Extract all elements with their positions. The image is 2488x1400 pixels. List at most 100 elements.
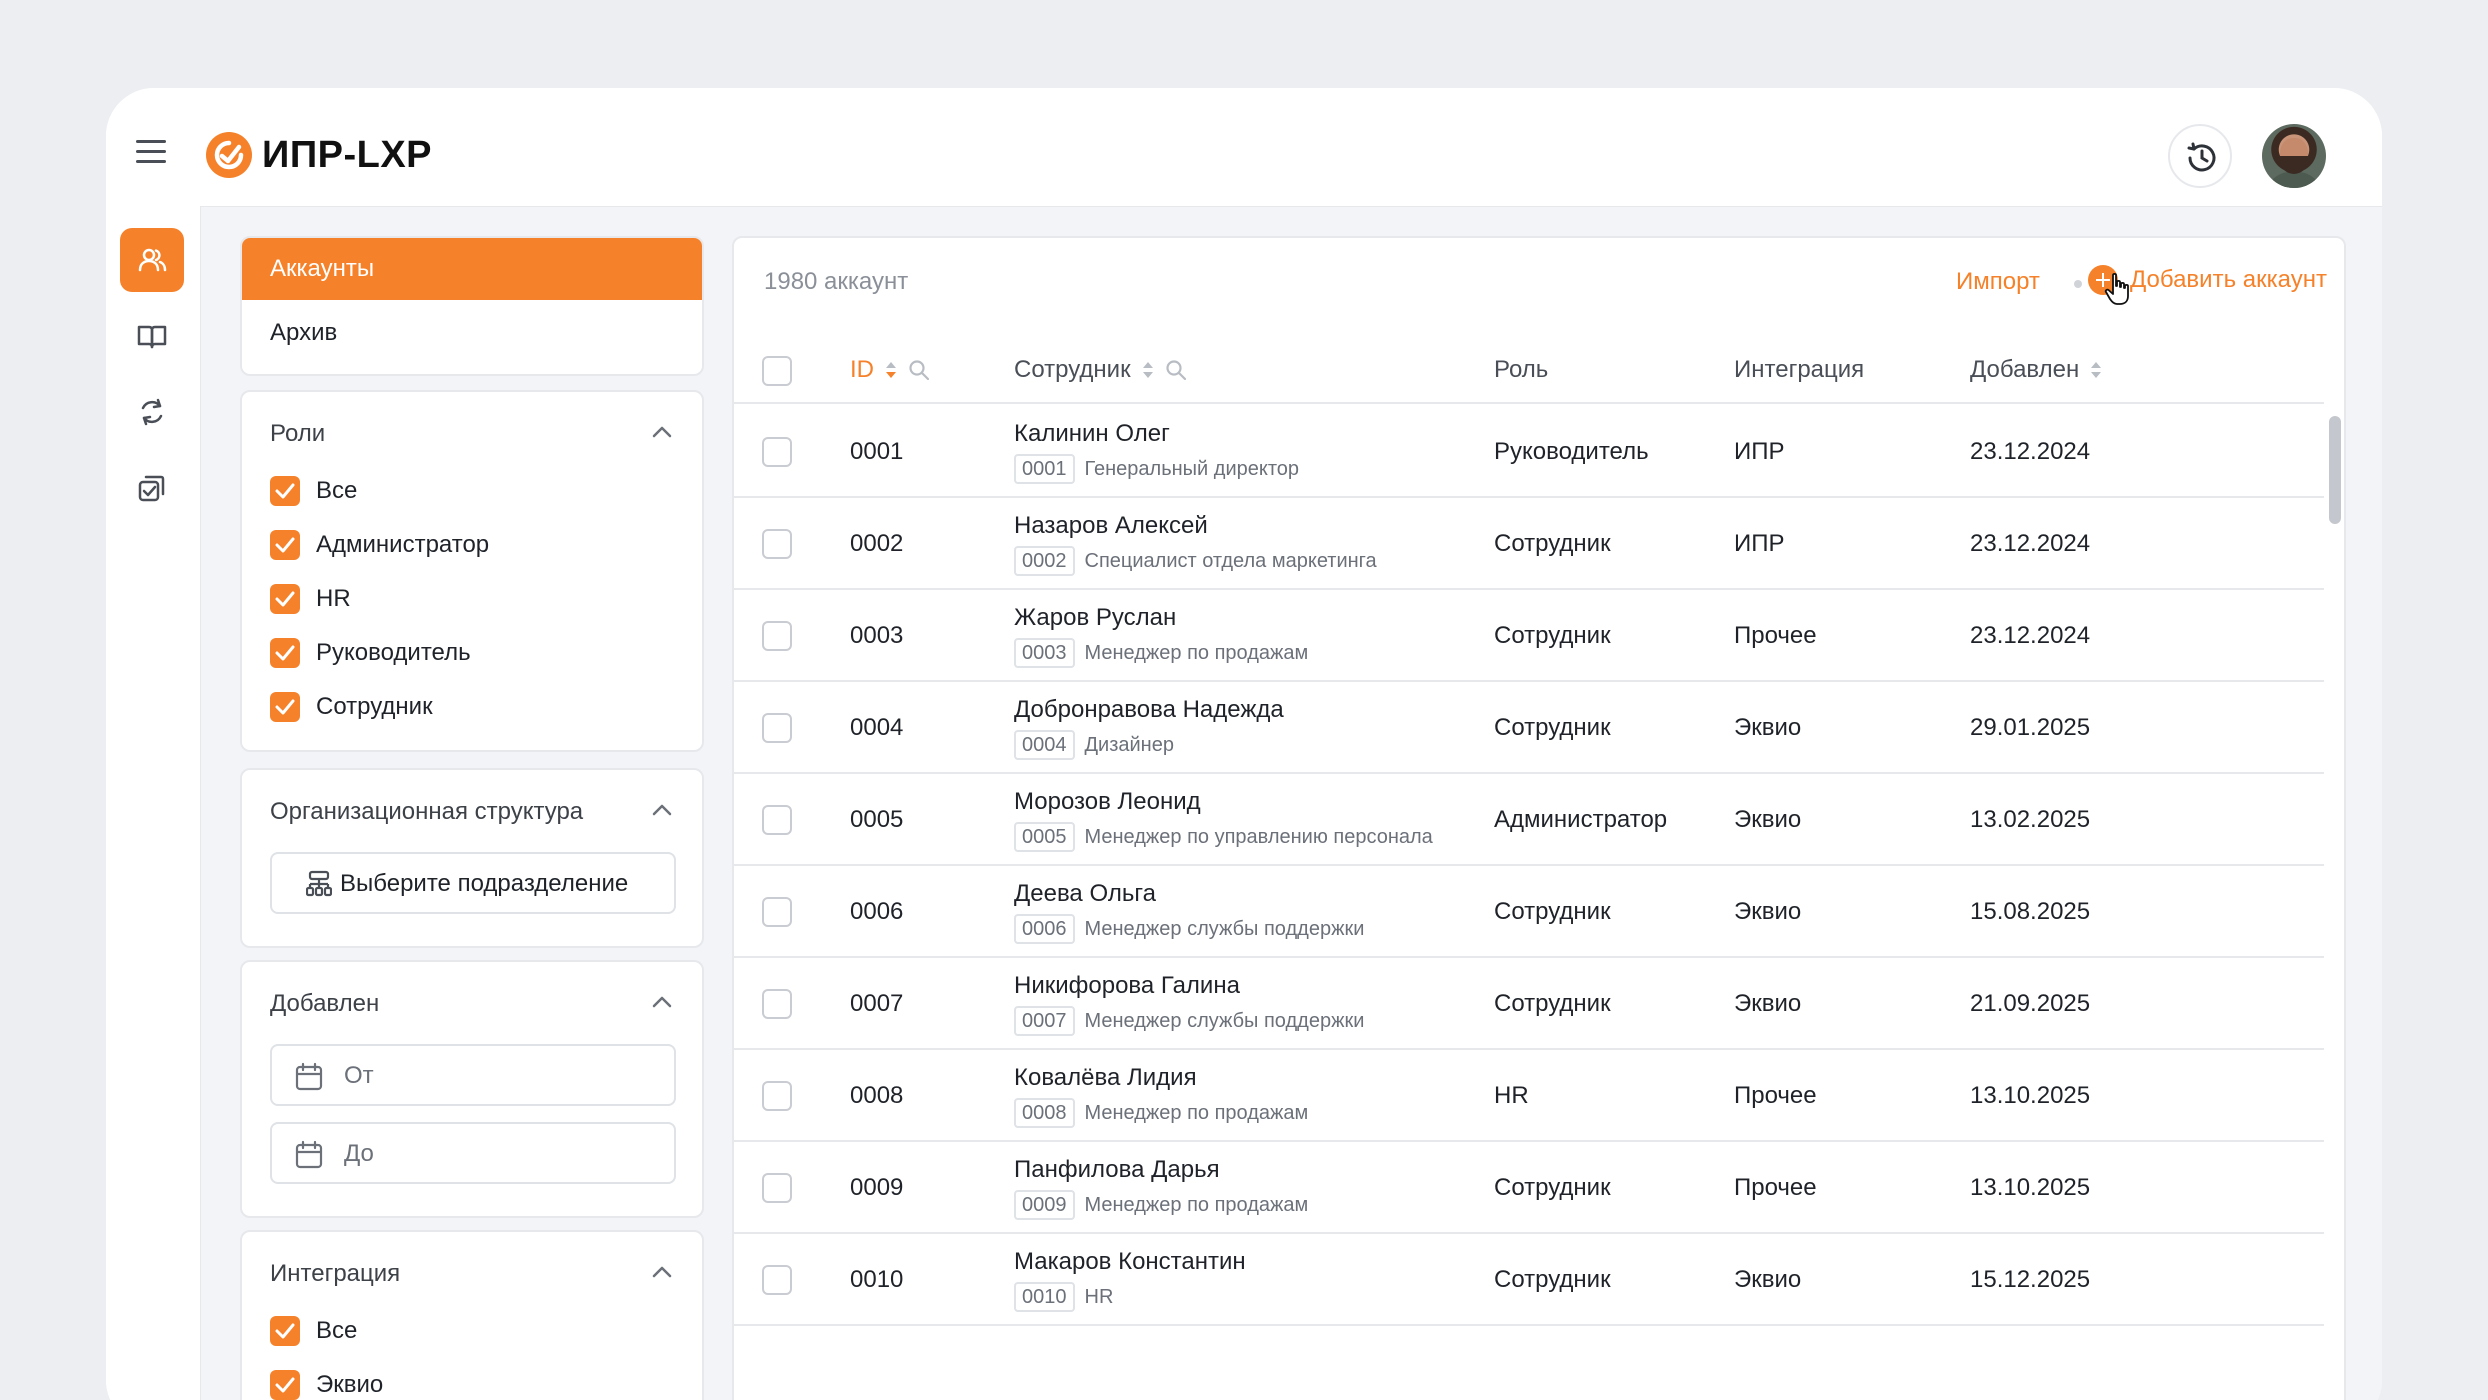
vertical-scroll-thumb[interactable] — [2329, 416, 2341, 524]
sort-icon[interactable] — [1141, 359, 1155, 381]
rail-item-tasks[interactable] — [120, 456, 184, 520]
cell-id: 0002 — [850, 530, 904, 557]
column-added[interactable]: Добавлен — [1970, 356, 2103, 384]
table-row[interactable]: 0001 Калинин Олег 0001 Генеральный дирек… — [734, 406, 2324, 498]
brand-logo-icon — [206, 132, 252, 178]
cell-employee-name[interactable]: Морозов Леонид — [1014, 788, 1201, 815]
vertical-scrollbar[interactable] — [2324, 406, 2344, 1366]
row-checkbox[interactable] — [762, 805, 792, 835]
search-icon[interactable] — [1165, 359, 1187, 381]
chevron-up-icon[interactable] — [652, 996, 672, 1008]
select-all-checkbox[interactable] — [762, 356, 792, 386]
cell-integration: ИПР — [1734, 530, 1785, 557]
employee-position: Специалист отдела маркетинга — [1084, 549, 1377, 572]
column-role[interactable]: Роль — [1494, 356, 1548, 384]
nav-rail — [106, 206, 200, 1400]
table-row[interactable]: 0005 Морозов Леонид 0005 Менеджер по упр… — [734, 774, 2324, 866]
column-id[interactable]: ID — [850, 356, 930, 384]
row-checkbox[interactable] — [762, 897, 792, 927]
checkbox-checked[interactable] — [270, 530, 300, 560]
account-tabs: Аккаунты Архив — [240, 236, 704, 376]
rail-item-users[interactable] — [120, 228, 184, 292]
checkbox-checked[interactable] — [270, 476, 300, 506]
cell-employee-name[interactable]: Жаров Руслан — [1014, 604, 1177, 631]
table-row[interactable]: 0002 Назаров Алексей 0002 Специалист отд… — [734, 498, 2324, 590]
cell-employee-name[interactable]: Никифорова Галина — [1014, 972, 1240, 999]
role-option-employee[interactable]: Сотрудник — [270, 692, 433, 722]
employee-position: HR — [1084, 1285, 1114, 1308]
cell-employee-name[interactable]: Макаров Константин — [1014, 1248, 1246, 1275]
row-checkbox[interactable] — [762, 1265, 792, 1295]
tab-accounts[interactable]: Аккаунты — [242, 238, 702, 300]
role-option-manager[interactable]: Руководитель — [270, 638, 471, 668]
date-from-field[interactable]: От — [270, 1044, 676, 1106]
cell-employee-name[interactable]: Панфилова Дарья — [1014, 1156, 1220, 1183]
integration-option-ekvio[interactable]: Эквио — [270, 1370, 383, 1400]
row-checkbox[interactable] — [762, 437, 792, 467]
checkbox-checked[interactable] — [270, 1316, 300, 1346]
separator-dot — [2074, 280, 2082, 288]
cell-employee-name[interactable]: Деева Ольга — [1014, 880, 1156, 907]
employee-id-badge: 0008 — [1014, 1098, 1075, 1128]
table-row[interactable]: 0007 Никифорова Галина 0007 Менеджер слу… — [734, 958, 2324, 1050]
rail-item-library[interactable] — [120, 304, 184, 368]
table-row[interactable]: 0008 Ковалёва Лидия 0008 Менеджер по про… — [734, 1050, 2324, 1142]
column-integration[interactable]: Интеграция — [1734, 356, 1864, 384]
row-checkbox[interactable] — [762, 529, 792, 559]
checkbox-checked[interactable] — [270, 584, 300, 614]
checkbox-checked[interactable] — [270, 692, 300, 722]
cell-employee-name[interactable]: Назаров Алексей — [1014, 512, 1208, 539]
added-title: Добавлен — [270, 990, 380, 1017]
row-checkbox[interactable] — [762, 713, 792, 743]
cell-role: Сотрудник — [1494, 898, 1611, 925]
chevron-up-icon[interactable] — [652, 804, 672, 816]
chevron-up-icon[interactable] — [652, 1266, 672, 1278]
cell-employee-name[interactable]: Ковалёва Лидия — [1014, 1064, 1197, 1091]
column-employee[interactable]: Сотрудник — [1014, 356, 1187, 384]
table-row[interactable]: 0004 Добронравова Надежда 0004 Дизайнер … — [734, 682, 2324, 774]
cell-employee-meta: 0002 Специалист отдела маркетинга — [1014, 546, 1377, 576]
history-button[interactable] — [2168, 124, 2232, 188]
employee-position: Генеральный директор — [1084, 457, 1300, 480]
integration-option-all[interactable]: Все — [270, 1316, 357, 1346]
search-icon[interactable] — [908, 359, 930, 381]
row-checkbox[interactable] — [762, 1173, 792, 1203]
sort-icon[interactable] — [2089, 359, 2103, 381]
role-option-all[interactable]: Все — [270, 476, 357, 506]
cell-id: 0009 — [850, 1174, 904, 1201]
hamburger-icon[interactable] — [136, 140, 168, 164]
integration-title: Интеграция — [270, 1260, 401, 1287]
add-account-button[interactable]: Добавить аккаунт — [2088, 262, 2327, 298]
employee-position: Менеджер по продажам — [1084, 1101, 1309, 1124]
date-to-field[interactable]: До — [270, 1122, 676, 1184]
rail-item-cycles[interactable] — [120, 380, 184, 444]
role-option-admin[interactable]: Администратор — [270, 530, 489, 560]
cell-id: 0004 — [850, 714, 904, 741]
checkbox-checked[interactable] — [270, 638, 300, 668]
table-row[interactable]: 0003 Жаров Руслан 0003 Менеджер по прода… — [734, 590, 2324, 682]
cell-employee-name[interactable]: Калинин Олег — [1014, 420, 1170, 447]
added-date-filter: Добавлен От До — [240, 960, 704, 1218]
cell-role: Сотрудник — [1494, 990, 1611, 1017]
tab-archive[interactable]: Архив — [270, 319, 338, 346]
cell-role: Руководитель — [1494, 438, 1649, 465]
cell-role: Сотрудник — [1494, 714, 1611, 741]
employee-id-badge: 0001 — [1014, 454, 1075, 484]
table-row[interactable]: 0010 Макаров Константин 0010 HR Сотрудни… — [734, 1234, 2324, 1326]
user-avatar[interactable] — [2262, 124, 2326, 188]
import-link[interactable]: Импорт — [1956, 268, 2040, 295]
sort-desc-icon[interactable] — [884, 359, 898, 381]
row-checkbox[interactable] — [762, 989, 792, 1019]
chevron-up-icon[interactable] — [652, 426, 672, 438]
employee-id-badge: 0010 — [1014, 1282, 1075, 1312]
select-department-button[interactable]: Выберите подразделение — [270, 852, 676, 914]
checkbox-checked[interactable] — [270, 1370, 300, 1400]
cell-employee-name[interactable]: Добронравова Надежда — [1014, 696, 1284, 723]
row-checkbox[interactable] — [762, 1081, 792, 1111]
table-row[interactable]: 0009 Панфилова Дарья 0009 Менеджер по пр… — [734, 1142, 2324, 1234]
cell-integration: Эквио — [1734, 990, 1802, 1017]
tasks-check-icon — [138, 475, 165, 502]
row-checkbox[interactable] — [762, 621, 792, 651]
role-option-hr[interactable]: HR — [270, 584, 351, 614]
table-row[interactable]: 0006 Деева Ольга 0006 Менеджер службы по… — [734, 866, 2324, 958]
